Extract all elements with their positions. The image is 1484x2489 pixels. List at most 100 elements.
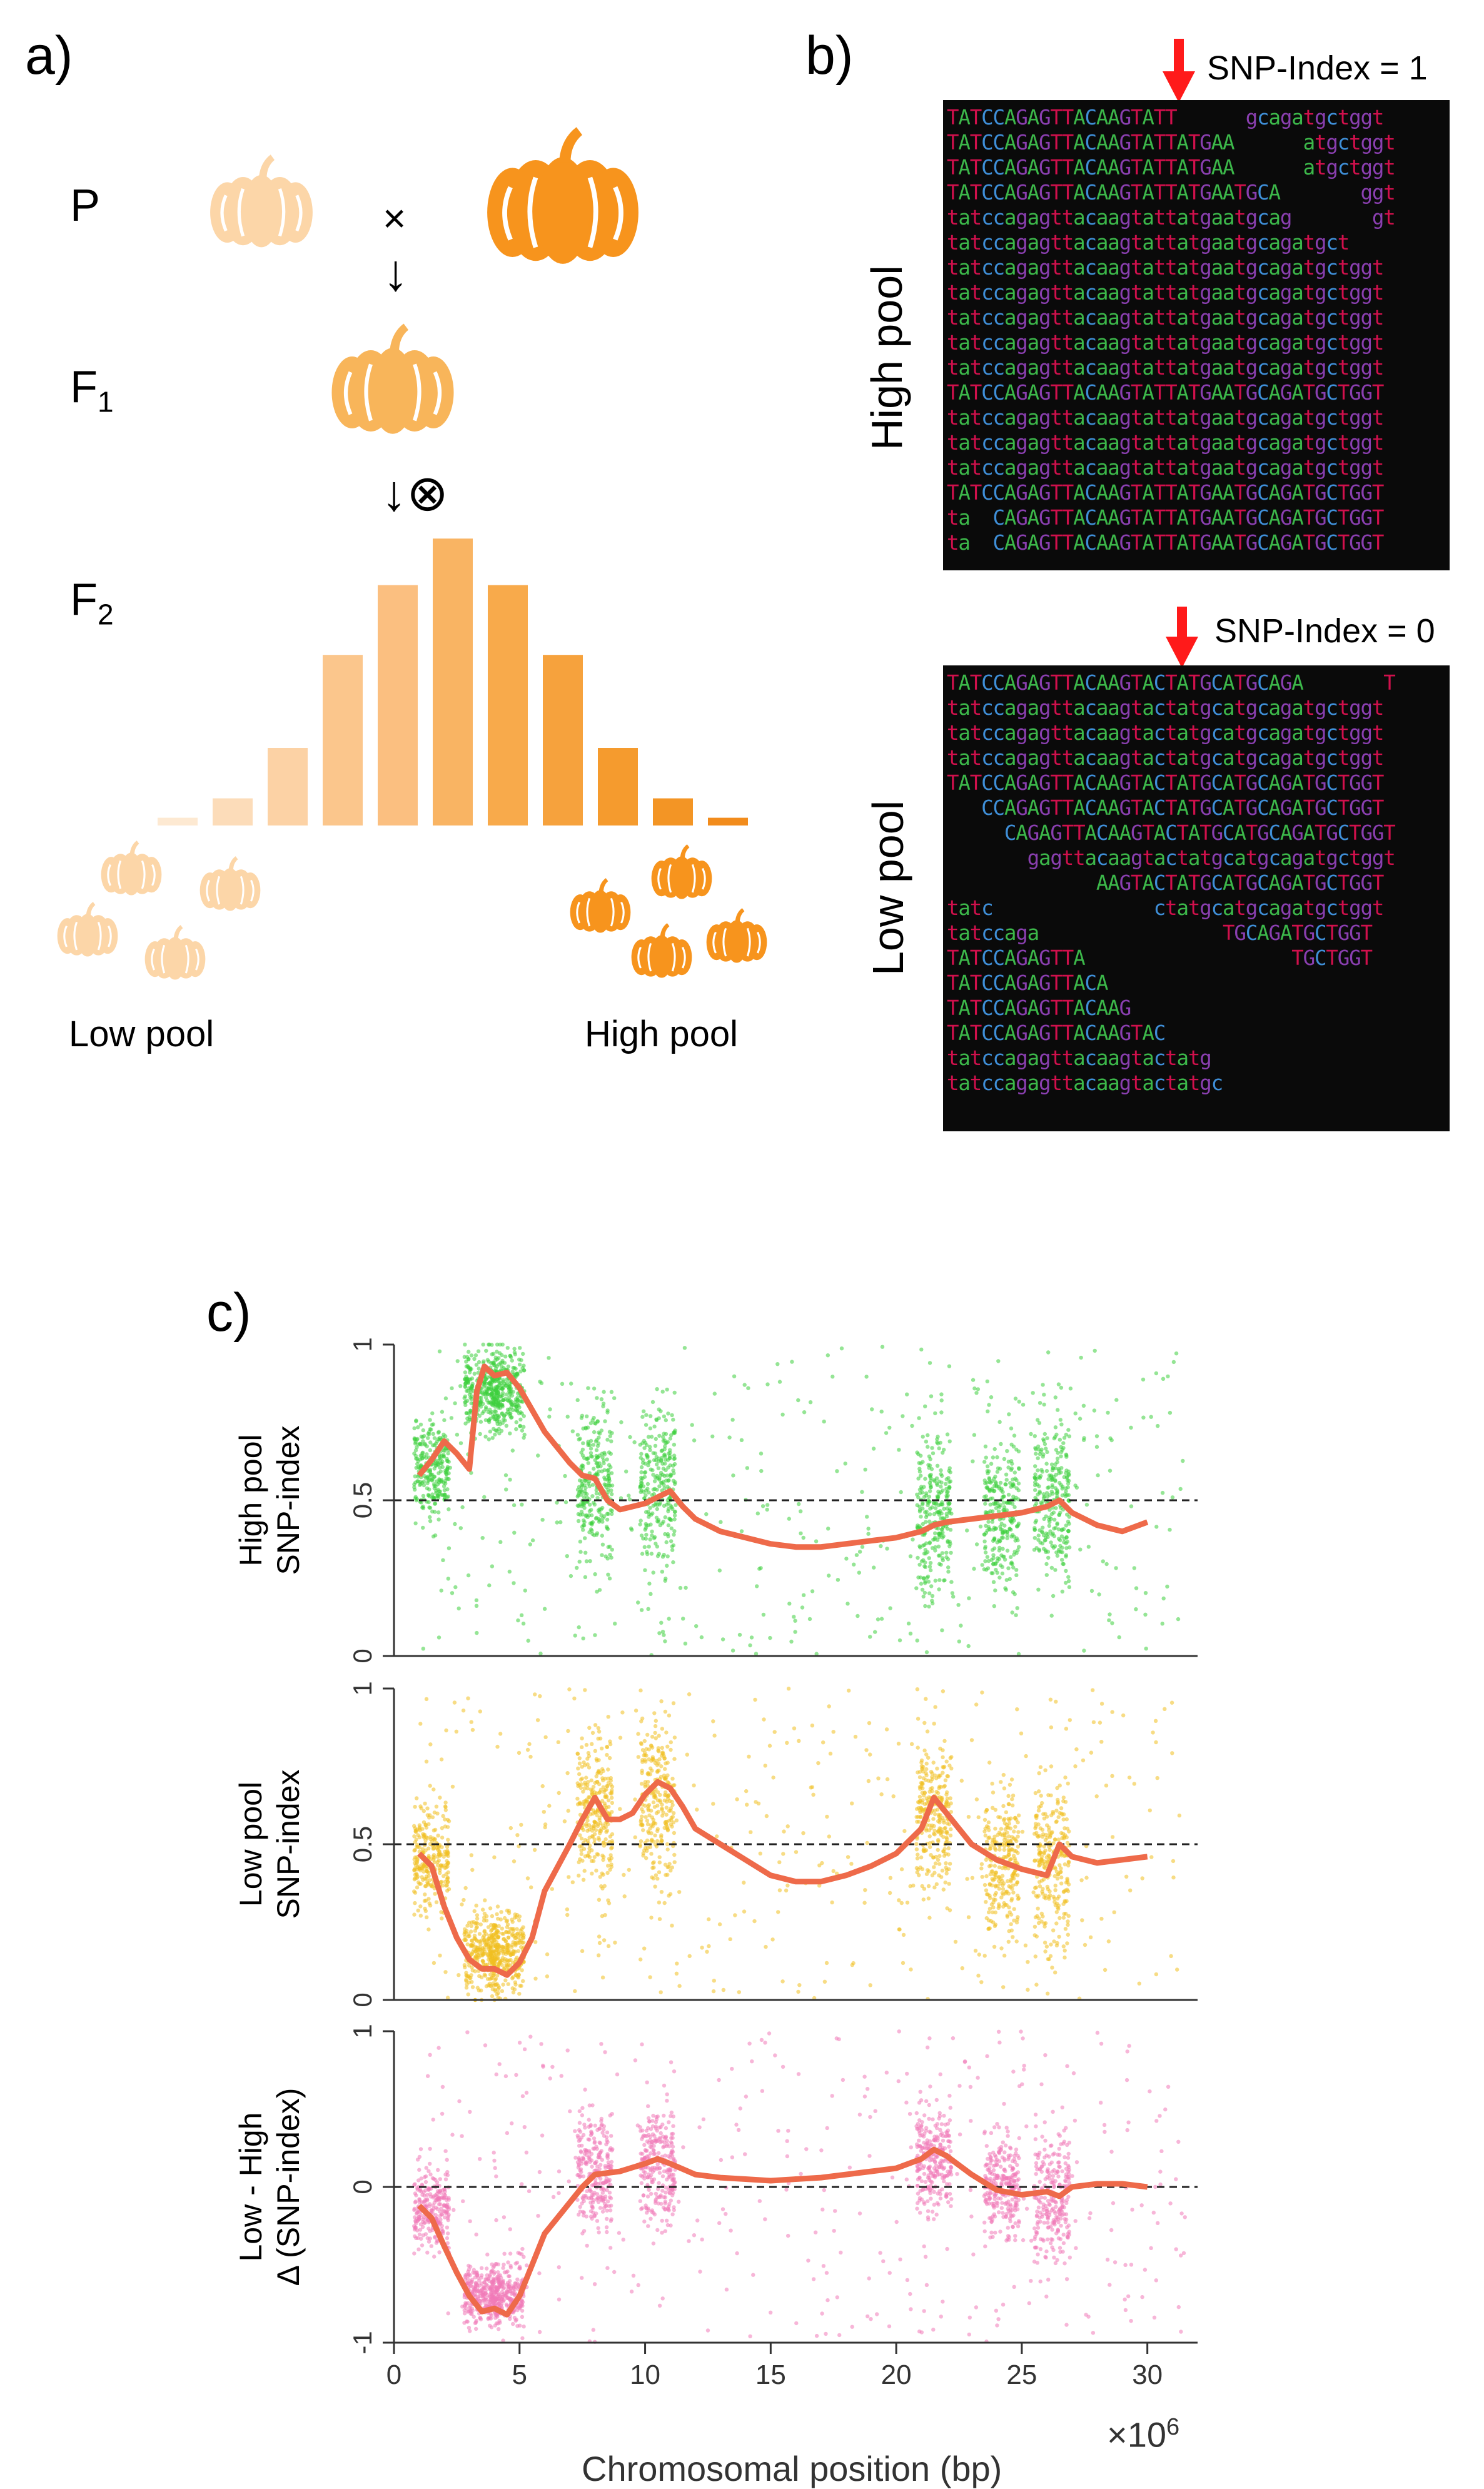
data-point <box>457 1973 460 1977</box>
data-point <box>527 1638 530 1642</box>
data-point <box>600 1747 603 1750</box>
data-point <box>933 1479 937 1483</box>
data-point <box>972 1567 976 1570</box>
data-point <box>522 1364 525 1368</box>
data-point <box>608 1853 612 1857</box>
data-point <box>581 1637 585 1640</box>
data-point <box>595 1396 598 1400</box>
data-point <box>498 1540 502 1544</box>
data-point <box>443 1824 447 1828</box>
data-point <box>1014 1568 1018 1572</box>
data-point <box>857 1571 861 1575</box>
data-point <box>567 1687 571 1691</box>
high-pool-title: High pool <box>862 265 912 450</box>
data-point <box>1016 1897 1020 1901</box>
data-point <box>609 1846 613 1850</box>
data-point <box>664 1873 667 1877</box>
data-point <box>432 1422 435 1426</box>
data-point <box>999 1946 1003 1950</box>
data-point <box>490 1933 493 1937</box>
data-point <box>918 1795 922 1799</box>
data-point <box>863 1468 867 1472</box>
data-point <box>419 1914 423 1917</box>
data-point <box>505 1925 509 1929</box>
data-point <box>1016 1830 1020 1834</box>
data-point <box>657 1457 660 1460</box>
data-point <box>826 1527 830 1530</box>
data-point <box>821 1740 825 1744</box>
data-point <box>721 1637 725 1641</box>
data-point <box>692 1438 696 1442</box>
data-point <box>1033 1446 1037 1450</box>
data-point <box>1014 1849 1018 1853</box>
data-point <box>538 1380 542 1383</box>
data-point <box>826 1353 830 1357</box>
data-point <box>879 1544 882 1548</box>
data-point <box>436 1834 440 1837</box>
data-point <box>1034 1519 1038 1523</box>
data-point <box>463 1385 467 1389</box>
data-point <box>810 1785 814 1789</box>
data-point <box>989 1919 993 1923</box>
data-point <box>1015 1921 1019 1924</box>
data-point <box>975 1542 979 1546</box>
data-point <box>1064 1800 1068 1804</box>
data-point <box>572 1697 576 1700</box>
data-point <box>490 1352 494 1356</box>
low-pumpkin <box>58 902 118 956</box>
data-point <box>591 1731 595 1735</box>
data-point <box>729 1937 732 1941</box>
data-point <box>444 1884 448 1887</box>
data-point <box>608 1577 612 1580</box>
data-point <box>418 1904 422 1908</box>
data-point <box>597 1508 600 1512</box>
data-point <box>929 1561 932 1565</box>
data-point <box>595 1461 599 1465</box>
data-point <box>935 1767 939 1770</box>
data-point <box>427 1432 430 1436</box>
data-point <box>1013 1857 1017 1860</box>
data-point <box>428 1901 432 1905</box>
data-point <box>897 1742 901 1745</box>
data-point <box>897 1927 901 1931</box>
data-point <box>855 1553 859 1557</box>
data-point <box>584 1775 588 1779</box>
data-point <box>781 1852 785 1855</box>
data-point <box>592 1416 595 1420</box>
data-point <box>941 1830 944 1834</box>
data-point <box>418 1453 422 1457</box>
data-point <box>639 1518 642 1522</box>
data-point <box>601 1873 605 1877</box>
data-point <box>926 1463 930 1467</box>
data-point <box>1103 1968 1107 1972</box>
data-point <box>420 1505 424 1509</box>
data-point <box>1049 1942 1052 1946</box>
data-point <box>1026 1988 1029 1992</box>
data-point <box>667 1809 671 1813</box>
data-point <box>432 1836 435 1840</box>
data-point <box>937 1446 941 1450</box>
data-point <box>944 1881 947 1884</box>
data-point <box>800 1605 804 1609</box>
data-point <box>997 1876 1001 1879</box>
data-point <box>583 1551 587 1555</box>
snp-arrow-high <box>1160 39 1198 108</box>
parent-light-pumpkin <box>210 154 313 247</box>
data-point <box>1107 1939 1111 1943</box>
data-point <box>657 1901 661 1904</box>
data-point <box>941 1451 944 1455</box>
data-point <box>936 1490 940 1493</box>
data-point <box>1049 1794 1052 1797</box>
data-point <box>440 1410 444 1413</box>
data-point <box>585 1819 589 1822</box>
data-point <box>948 1862 952 1865</box>
data-point <box>422 1809 426 1813</box>
data-point <box>508 1412 512 1416</box>
data-point <box>565 1913 569 1917</box>
data-point <box>917 1820 921 1824</box>
data-point <box>937 1862 941 1865</box>
data-point <box>648 1460 652 1463</box>
data-point <box>447 1547 451 1550</box>
data-point <box>917 1544 921 1548</box>
